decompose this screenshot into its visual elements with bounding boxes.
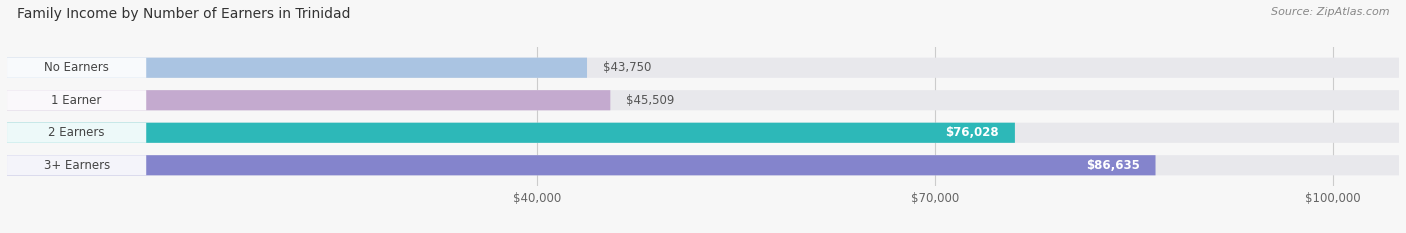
FancyBboxPatch shape xyxy=(7,58,1399,78)
FancyBboxPatch shape xyxy=(7,90,146,110)
Text: 1 Earner: 1 Earner xyxy=(52,94,101,107)
Text: No Earners: No Earners xyxy=(44,61,110,74)
FancyBboxPatch shape xyxy=(7,58,588,78)
FancyBboxPatch shape xyxy=(7,155,146,175)
Text: Family Income by Number of Earners in Trinidad: Family Income by Number of Earners in Tr… xyxy=(17,7,350,21)
FancyBboxPatch shape xyxy=(7,123,146,143)
Text: $86,635: $86,635 xyxy=(1085,159,1140,172)
FancyBboxPatch shape xyxy=(7,155,1156,175)
Text: 2 Earners: 2 Earners xyxy=(48,126,105,139)
FancyBboxPatch shape xyxy=(7,123,1015,143)
FancyBboxPatch shape xyxy=(7,90,610,110)
Text: Source: ZipAtlas.com: Source: ZipAtlas.com xyxy=(1271,7,1389,17)
FancyBboxPatch shape xyxy=(7,90,1399,110)
FancyBboxPatch shape xyxy=(7,155,1399,175)
Text: $43,750: $43,750 xyxy=(603,61,651,74)
Text: 3+ Earners: 3+ Earners xyxy=(44,159,110,172)
FancyBboxPatch shape xyxy=(7,58,146,78)
Text: $76,028: $76,028 xyxy=(945,126,1000,139)
Text: $45,509: $45,509 xyxy=(626,94,675,107)
FancyBboxPatch shape xyxy=(7,123,1399,143)
